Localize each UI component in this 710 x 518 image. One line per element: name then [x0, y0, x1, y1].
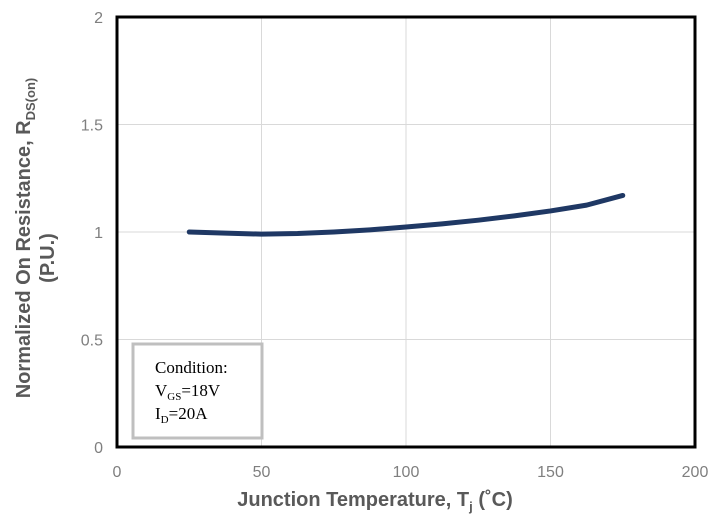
condition-id-value: =20A — [169, 404, 209, 423]
y-tick-label-2: 1 — [94, 225, 103, 242]
condition-id: ID=20A — [155, 404, 208, 426]
x-axis-title: Junction Temperature, Tj (˚C) — [237, 488, 513, 514]
series-line-0 — [186, 192, 626, 237]
y-axis-title: Normalized On Resistance, RDS(on) — [13, 78, 38, 398]
x-axis-title-main: Junction Temperature, T — [237, 489, 469, 511]
condition-box-frame — [131, 342, 264, 440]
x-tick-label-0: 0 — [113, 464, 122, 481]
x-tick-label-1: 50 — [253, 464, 271, 481]
x-tick-label-3: 150 — [537, 464, 564, 481]
condition-vgs-value: =18V — [181, 381, 221, 400]
y-tick-label-0: 0 — [94, 440, 103, 457]
plot-frame — [115, 15, 697, 449]
y-axis-title-line2: (P.U.) — [37, 233, 59, 283]
y-axis-title-main: Normalized On Resistance, R — [13, 120, 35, 398]
x-tick-label-4: 200 — [682, 464, 709, 481]
y-axis-title-subscript: DS(on) — [23, 78, 38, 121]
condition-box: Condition: VGS=18V ID=20A — [131, 342, 264, 440]
condition-vgs-subscript: GS — [167, 391, 181, 403]
series-layer — [186, 192, 626, 237]
y-tick-label-3: 1.5 — [81, 118, 103, 135]
y-tick-label-4: 2 — [94, 10, 103, 27]
condition-vgs: VGS=18V — [155, 381, 221, 403]
x-tick-labels: 0 50 100 150 200 — [113, 464, 709, 481]
y-tick-label-1: 0.5 — [81, 333, 103, 350]
x-axis-title-subscript: j — [468, 499, 473, 514]
condition-id-subscript: D — [161, 414, 169, 426]
y-tick-labels: 0 0.5 1 1.5 2 — [81, 10, 103, 457]
condition-title: Condition: — [155, 358, 228, 377]
condition-vgs-symbol: V — [155, 381, 168, 400]
x-tick-label-2: 100 — [393, 464, 420, 481]
x-axis-title-unit: (˚C) — [473, 488, 513, 511]
condition-id-symbol: I — [155, 404, 161, 423]
